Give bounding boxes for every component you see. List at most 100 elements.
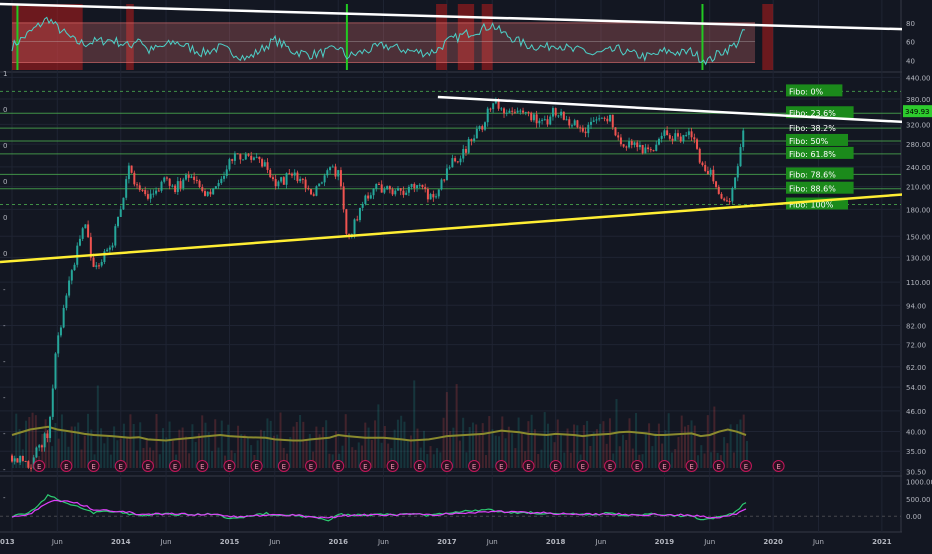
candle-body[interactable] xyxy=(416,185,419,188)
candle-body[interactable] xyxy=(677,133,679,137)
candle-body[interactable] xyxy=(649,149,652,151)
candle-body[interactable] xyxy=(660,135,663,139)
candle-body[interactable] xyxy=(274,179,277,187)
candle-body[interactable] xyxy=(87,224,90,238)
candle-body[interactable] xyxy=(84,224,87,229)
candle-body[interactable] xyxy=(342,186,345,210)
candle-body[interactable] xyxy=(258,156,261,160)
candle-body[interactable] xyxy=(304,179,307,188)
candle-body[interactable] xyxy=(475,128,478,139)
trendline[interactable] xyxy=(0,2,932,32)
candle-body[interactable] xyxy=(141,189,144,191)
candle-body[interactable] xyxy=(280,177,283,182)
candle-body[interactable] xyxy=(182,179,185,189)
candle-body[interactable] xyxy=(410,183,413,187)
candle-body[interactable] xyxy=(685,134,688,136)
candle-body[interactable] xyxy=(337,170,340,177)
candle-body[interactable] xyxy=(174,185,177,193)
trendlines[interactable] xyxy=(0,2,932,264)
candle-body[interactable] xyxy=(505,112,508,114)
candle-body[interactable] xyxy=(65,295,68,308)
candle-body[interactable] xyxy=(402,190,405,195)
candle-body[interactable] xyxy=(600,117,603,119)
candle-body[interactable] xyxy=(78,238,81,246)
candle-body[interactable] xyxy=(331,166,334,168)
candle-body[interactable] xyxy=(220,178,223,184)
candle-body[interactable] xyxy=(13,458,16,462)
candle-body[interactable] xyxy=(701,162,704,166)
candle-body[interactable] xyxy=(35,447,38,458)
candle-body[interactable] xyxy=(470,139,473,141)
candle-body[interactable] xyxy=(356,219,359,221)
candle-body[interactable] xyxy=(30,467,33,469)
candle-body[interactable] xyxy=(554,108,557,116)
candle-body[interactable] xyxy=(57,335,60,354)
candle-body[interactable] xyxy=(375,183,378,189)
candle-body[interactable] xyxy=(519,110,522,112)
candle-body[interactable] xyxy=(508,110,511,113)
candle-body[interactable] xyxy=(361,204,364,208)
candle-body[interactable] xyxy=(644,147,647,154)
candle-body[interactable] xyxy=(136,184,139,186)
candle-body[interactable] xyxy=(557,115,560,117)
candle-body[interactable] xyxy=(679,136,682,142)
candle-body[interactable] xyxy=(693,137,696,140)
candle-body[interactable] xyxy=(320,182,323,184)
candle-body[interactable] xyxy=(579,127,582,129)
candle-body[interactable] xyxy=(21,455,24,461)
candle-body[interactable] xyxy=(111,245,114,248)
candle-body[interactable] xyxy=(530,112,533,121)
candle-body[interactable] xyxy=(49,416,52,439)
candle-body[interactable] xyxy=(250,155,253,160)
candle-body[interactable] xyxy=(155,190,158,194)
candle-body[interactable] xyxy=(568,119,571,126)
candle-body[interactable] xyxy=(163,177,166,182)
candle-body[interactable] xyxy=(125,179,128,198)
candle-body[interactable] xyxy=(380,184,383,193)
candle-body[interactable] xyxy=(122,197,125,210)
candle-body[interactable] xyxy=(682,135,685,142)
candle-body[interactable] xyxy=(239,154,242,160)
candle-body[interactable] xyxy=(717,186,720,194)
candle-body[interactable] xyxy=(549,116,552,125)
candle-body[interactable] xyxy=(456,161,459,163)
candle-body[interactable] xyxy=(32,457,35,469)
candle-body[interactable] xyxy=(16,458,19,463)
candle-body[interactable] xyxy=(223,175,226,179)
candle-body[interactable] xyxy=(619,137,622,145)
candle-body[interactable] xyxy=(657,138,660,145)
candle-body[interactable] xyxy=(228,159,231,170)
candle-body[interactable] xyxy=(19,455,22,463)
candle-body[interactable] xyxy=(543,119,546,121)
candle-body[interactable] xyxy=(715,181,718,187)
candle-body[interactable] xyxy=(617,135,620,138)
candle-body[interactable] xyxy=(103,251,106,263)
candle-body[interactable] xyxy=(157,190,160,192)
candle-body[interactable] xyxy=(108,247,111,250)
candle-body[interactable] xyxy=(609,114,612,122)
candle-body[interactable] xyxy=(668,135,671,139)
candle-body[interactable] xyxy=(209,191,212,195)
candle-body[interactable] xyxy=(690,131,693,138)
macd-signal-line[interactable] xyxy=(11,499,747,519)
candle-body[interactable] xyxy=(27,461,30,468)
candle-body[interactable] xyxy=(481,126,484,130)
candle-body[interactable] xyxy=(443,179,446,181)
candle-body[interactable] xyxy=(70,270,73,281)
candle-body[interactable] xyxy=(277,181,280,187)
candle-body[interactable] xyxy=(339,170,342,187)
candle-body[interactable] xyxy=(500,108,503,110)
candle-body[interactable] xyxy=(647,147,650,150)
candle-body[interactable] xyxy=(214,186,217,189)
candle-body[interactable] xyxy=(464,148,467,153)
candle-body[interactable] xyxy=(687,131,690,135)
candle-body[interactable] xyxy=(565,119,568,121)
candle-body[interactable] xyxy=(432,194,435,198)
candle-body[interactable] xyxy=(100,262,103,266)
candle-body[interactable] xyxy=(252,157,255,160)
candle-body[interactable] xyxy=(59,327,62,336)
candle-body[interactable] xyxy=(315,186,318,196)
candle-body[interactable] xyxy=(149,193,152,199)
candle-body[interactable] xyxy=(89,237,92,258)
candle-body[interactable] xyxy=(541,119,544,121)
